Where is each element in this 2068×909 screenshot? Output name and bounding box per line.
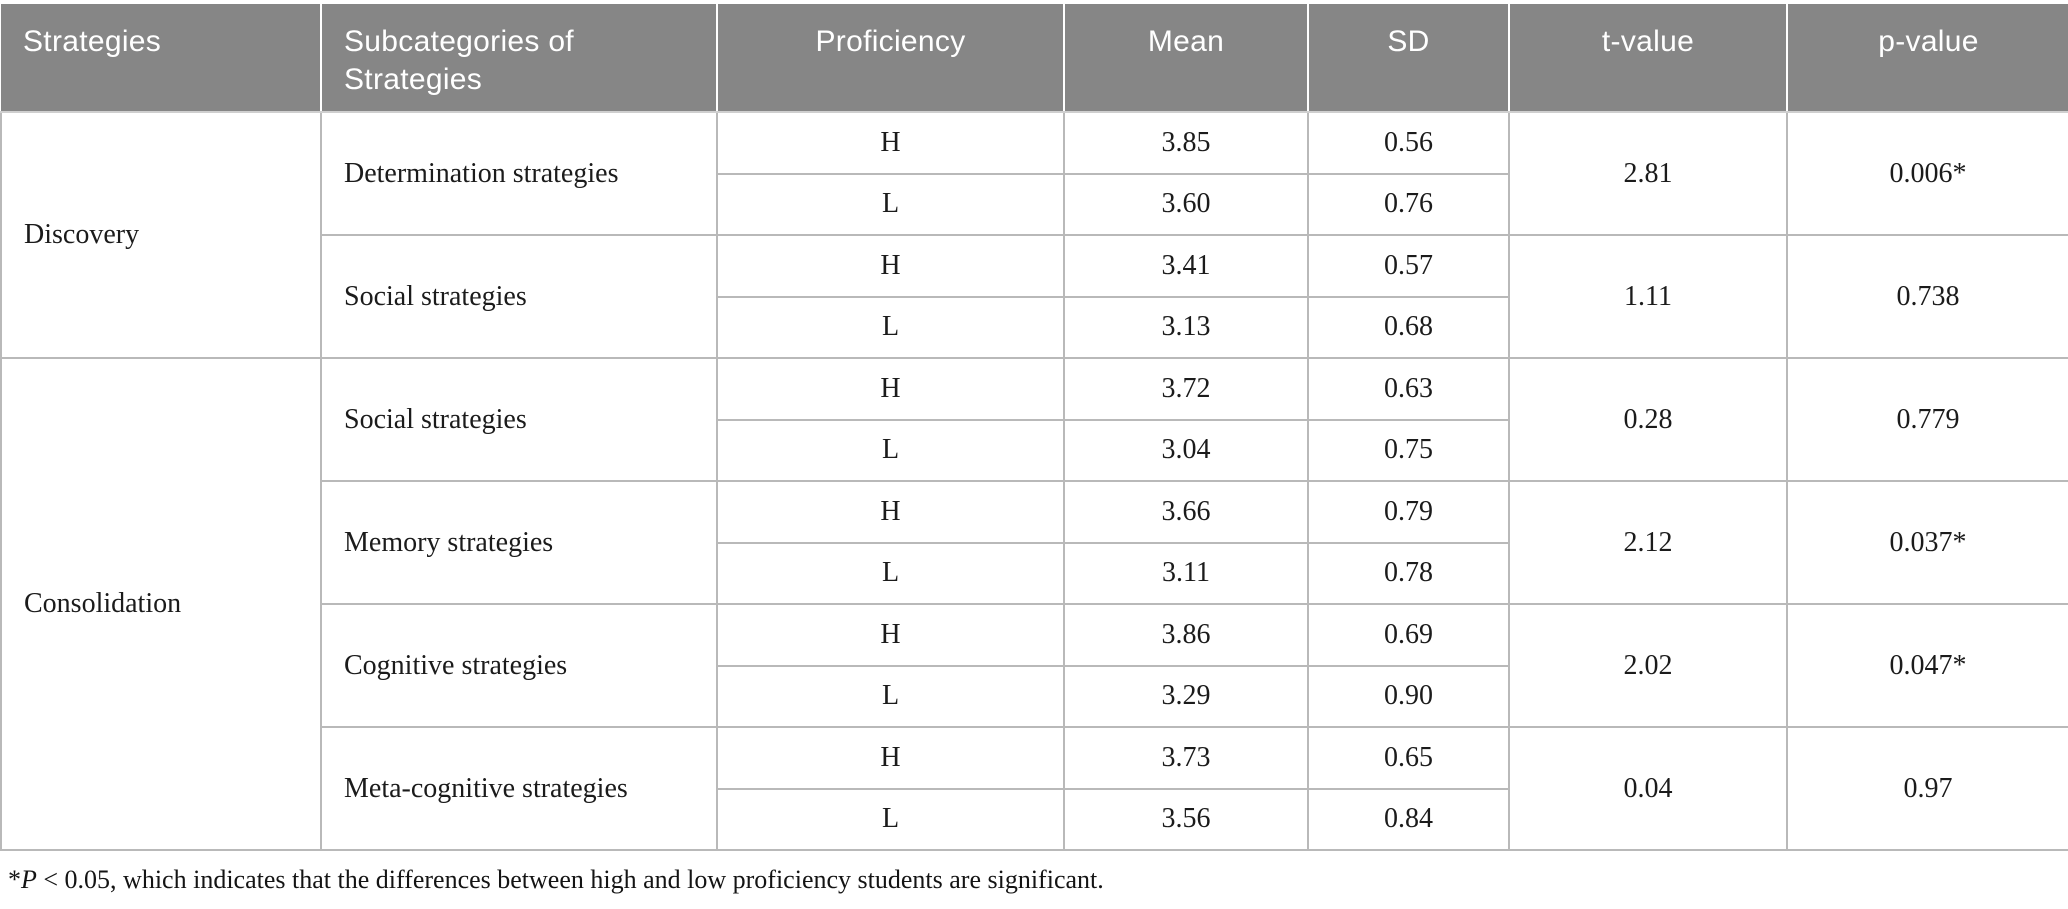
p-value-cell: 0.047* [1786, 603, 2068, 728]
mean-cell: 3.29 [1063, 664, 1309, 728]
table-row: Social strategies H 3.41 0.57 1.11 0.738 [1, 234, 2068, 359]
header-row: Strategies Subcategories of Strategies P… [1, 4, 2068, 113]
proficiency-cell: H [716, 111, 1065, 175]
table-row: Discovery Determination strategies H 3.8… [0, 111, 2068, 359]
sd-cell: 0.79 [1307, 480, 1510, 544]
proficiency-cell: L [716, 295, 1065, 359]
sd-cell: 0.75 [1307, 418, 1510, 482]
t-value-cell: 0.04 [1508, 726, 1788, 851]
sd-cell: 0.90 [1307, 664, 1510, 728]
proficiency-cell: H [716, 603, 1065, 667]
table-row: L 3.60 0.76 [1, 172, 2068, 236]
sd-cell: 0.76 [1307, 172, 1510, 236]
header-strategies: Strategies [1, 4, 321, 113]
p-value-cell: 0.97 [1786, 726, 2068, 851]
proficiency-cell: L [716, 664, 1065, 728]
mean-cell: 3.73 [1063, 726, 1309, 790]
t-value-cell: 2.02 [1508, 603, 1788, 728]
subcategory-cell: Memory strategies [320, 480, 718, 605]
footnote-p-symbol: P [21, 865, 37, 894]
t-value-cell: 1.11 [1508, 234, 1788, 359]
proficiency-cell: L [716, 787, 1065, 851]
mean-cell: 3.56 [1063, 787, 1309, 851]
subcategory-cell: Determination strategies [320, 111, 718, 236]
mean-cell: 3.13 [1063, 295, 1309, 359]
table-row: Consolidation Social strategies H 3.72 0… [0, 357, 2068, 851]
sd-cell: 0.78 [1307, 541, 1510, 605]
p-value-cell: 0.037* [1786, 480, 2068, 605]
t-value-cell: 2.12 [1508, 480, 1788, 605]
p-value-cell: 0.738 [1786, 234, 2068, 359]
table-row: Cognitive strategies H 3.86 0.69 2.02 0.… [1, 603, 2068, 728]
proficiency-cell: L [716, 172, 1065, 236]
header-subcategories: Subcategories of Strategies [320, 4, 717, 113]
mean-cell: 3.86 [1063, 603, 1309, 667]
table-row: Meta-cognitive strategies H 3.73 0.65 0.… [1, 726, 2068, 851]
sd-cell: 0.63 [1307, 357, 1510, 421]
mean-cell: 3.11 [1063, 541, 1309, 605]
proficiency-cell: H [716, 480, 1065, 544]
t-value-cell: 0.28 [1508, 357, 1788, 482]
table-row: L 3.04 0.75 [1, 418, 2068, 482]
proficiency-cell: L [716, 418, 1065, 482]
t-value-cell: 2.81 [1508, 111, 1788, 236]
proficiency-cell: H [716, 726, 1065, 790]
strategies-statistics-table: Strategies Subcategories of Strategies P… [0, 4, 2068, 851]
table-row: L 3.29 0.90 [1, 664, 2068, 728]
table-row: L 3.56 0.84 [1, 787, 2068, 851]
sd-cell: 0.56 [1307, 111, 1510, 175]
mean-cell: 3.60 [1063, 172, 1309, 236]
sd-cell: 0.84 [1307, 787, 1510, 851]
mean-cell: 3.66 [1063, 480, 1309, 544]
mean-cell: 3.04 [1063, 418, 1309, 482]
header-sd: SD [1307, 4, 1509, 113]
sd-cell: 0.68 [1307, 295, 1510, 359]
sd-cell: 0.57 [1307, 234, 1510, 298]
proficiency-cell: H [716, 234, 1065, 298]
subcategory-cell: Social strategies [320, 357, 718, 482]
header-t-value: t-value [1508, 4, 1787, 113]
header-proficiency: Proficiency [716, 4, 1064, 113]
header-p-value: p-value [1786, 4, 2068, 113]
subcategory-cell: Social strategies [320, 234, 718, 359]
table-footnote: *P < 0.05, which indicates that the diff… [8, 865, 2068, 895]
mean-cell: 3.41 [1063, 234, 1309, 298]
sd-cell: 0.65 [1307, 726, 1510, 790]
strategy-cell: Consolidation [0, 357, 322, 851]
footnote-text: < 0.05, which indicates that the differe… [36, 865, 1104, 894]
footnote-marker: * [8, 865, 21, 894]
proficiency-cell: L [716, 541, 1065, 605]
table-row: L 3.13 0.68 [1, 295, 2068, 359]
table-row: Memory strategies H 3.66 0.79 2.12 0.037… [1, 480, 2068, 605]
subcategory-cell: Cognitive strategies [320, 603, 718, 728]
p-value-cell: 0.779 [1786, 357, 2068, 482]
p-value-cell: 0.006* [1786, 111, 2068, 236]
mean-cell: 3.72 [1063, 357, 1309, 421]
subcategory-cell: Meta-cognitive strategies [320, 726, 718, 851]
mean-cell: 3.85 [1063, 111, 1309, 175]
header-mean: Mean [1063, 4, 1308, 113]
sd-cell: 0.69 [1307, 603, 1510, 667]
statistics-table-figure: Strategies Subcategories of Strategies P… [0, 4, 2068, 895]
table-row: L 3.11 0.78 [1, 541, 2068, 605]
proficiency-cell: H [716, 357, 1065, 421]
strategy-cell: Discovery [0, 111, 322, 359]
